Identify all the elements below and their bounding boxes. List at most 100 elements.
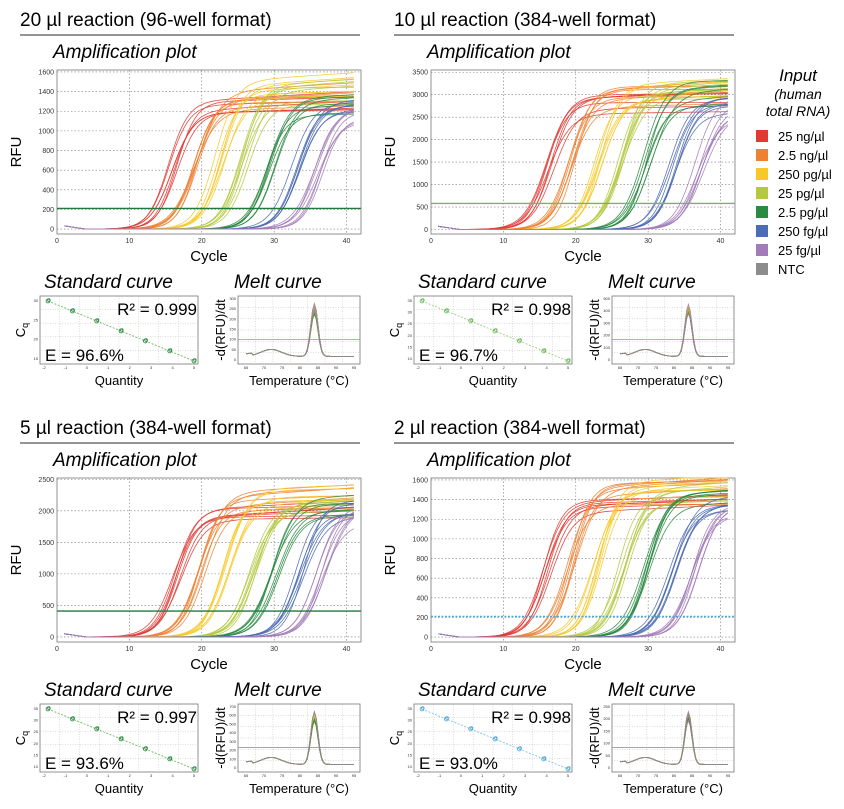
y-tick-label: 1600: [38, 69, 54, 76]
melt-y-tick: 300: [229, 296, 236, 301]
melt-curve: 65 70 75 80 85 90 95 250 200 150 100 50 0 Temperature…: [587, 703, 735, 796]
y-tick-label: 0: [424, 227, 428, 234]
std-x-tick: -2: [42, 773, 46, 778]
panel-title: 20 µl reaction (96-well format): [20, 10, 272, 31]
melt-x-label: Temperature (°C): [623, 781, 723, 796]
y-tick-label: 800: [42, 148, 54, 155]
y-tick-label: 600: [416, 576, 428, 583]
panel-1: 20 µl reaction (96-well format) Amplifica…: [8, 10, 362, 388]
amplification-curve: [438, 124, 729, 230]
melt-x-tick: 65: [244, 365, 249, 370]
std-point: [494, 328, 498, 332]
melt-y-tick: 600: [229, 713, 236, 718]
panel-title: 10 µl reaction (384-well format): [394, 10, 656, 31]
melt-x-tick: 95: [726, 365, 731, 370]
std-x-tick: 3: [524, 365, 527, 370]
x-axis-label: Cycle: [564, 248, 602, 265]
std-x-label: Quantity: [469, 781, 518, 796]
standard-curve-title: Standard curve: [418, 680, 547, 701]
melt-y-tick: 200: [229, 748, 236, 753]
x-tick-label: 10: [125, 646, 133, 653]
std-x-tick: -1: [64, 365, 68, 370]
std-point: [421, 706, 425, 710]
x-axis-label: Cycle: [190, 248, 228, 265]
std-x-tick: -2: [416, 365, 420, 370]
melt-y-tick: 150: [603, 728, 610, 733]
melt-curve: 65 70 75 80 85 90 95 700 600 500 400 300 200 100 0 Temp…: [213, 703, 361, 796]
legend-item-label: 25 fg/µl: [778, 243, 821, 258]
std-y-label-sub: q: [394, 731, 404, 736]
melt-y-tick: 150: [229, 327, 236, 332]
legend-item-label: 2.5 pg/µl: [778, 205, 828, 220]
std-point: [168, 756, 173, 760]
std-point: [445, 716, 449, 720]
y-tick-label: 1400: [412, 497, 428, 504]
std-point: [542, 348, 547, 352]
melt-y-tick: 100: [229, 756, 236, 761]
x-tick-label: 40: [717, 238, 725, 245]
melt-y-label: -d(RFU)/dt: [213, 707, 228, 769]
std-point: [120, 736, 124, 740]
melt-y-tick: 50: [606, 753, 611, 758]
melt-trace: [619, 311, 728, 357]
std-x-tick: 0: [86, 365, 89, 370]
std-y-tick: 35: [408, 298, 413, 303]
std-point: [144, 746, 148, 750]
y-tick-label: 1000: [38, 571, 54, 578]
std-x-tick: 1: [481, 365, 484, 370]
amplification-curve: [64, 123, 354, 230]
melt-x-tick: 85: [690, 773, 695, 778]
melt-y-tick: 200: [603, 333, 610, 338]
std-point: [95, 318, 100, 322]
amplification-title: Amplification plot: [52, 450, 197, 471]
std-y-label-main: C: [387, 328, 402, 337]
std-y-tick: 15: [408, 752, 413, 757]
std-x-tick: 1: [107, 773, 110, 778]
y-tick-label: 3000: [412, 92, 428, 99]
melt-y-label: -d(RFU)/dt: [213, 299, 228, 361]
y-tick-label: 1200: [38, 109, 54, 116]
std-point: [47, 298, 51, 302]
std-r2: R² = 0.997: [117, 708, 197, 727]
y-axis-label: RFU: [382, 545, 399, 576]
melt-curve: 65 70 75 80 85 90 95 500 400 300 200 100 0 Temperatur…: [587, 295, 735, 388]
melt-y-tick: 200: [603, 716, 610, 721]
y-tick-label: 500: [416, 205, 428, 212]
y-tick-label: 1500: [38, 540, 54, 547]
std-y-tick: 25: [34, 729, 39, 734]
y-tick-label: 0: [50, 634, 54, 641]
melt-x-tick: 70: [262, 773, 267, 778]
y-tick-label: 1400: [38, 89, 54, 96]
x-tick-label: 0: [55, 238, 59, 245]
x-tick-label: 30: [644, 238, 652, 245]
y-tick-label: 3500: [412, 70, 428, 77]
std-x-tick: -2: [416, 773, 420, 778]
melt-x-tick: 90: [334, 773, 339, 778]
std-y-tick: 10: [408, 356, 413, 361]
panel-title: 2 µl reaction (384-well format): [394, 418, 646, 439]
x-axis-label: Cycle: [190, 656, 228, 673]
std-efficiency: E = 96.7%: [419, 346, 498, 365]
y-tick-label: 200: [416, 615, 428, 622]
legend-subtitle-1: (human: [774, 86, 822, 102]
y-tick-label: 1200: [412, 517, 428, 524]
std-y-label-sub: q: [20, 731, 30, 736]
melt-y-tick: 200: [229, 316, 236, 321]
y-tick-label: 2500: [412, 115, 428, 122]
x-tick-label: 30: [270, 238, 278, 245]
legend-item-label: NTC: [778, 262, 805, 277]
amplification-plot: 0 10 20 30 4002004006008001000120014001600Cy…: [8, 69, 362, 265]
x-axis-label: Cycle: [564, 656, 602, 673]
melt-x-label: Temperature (°C): [249, 373, 349, 388]
melt-curve-title: Melt curve: [234, 680, 322, 701]
standard-curve: -2 -1 0 1 2 3 4 5 30 25 20 15 R² = 0.999 E = 96.6% Qua…: [13, 295, 199, 388]
std-point: [542, 756, 547, 760]
std-x-tick: 5: [193, 773, 196, 778]
std-point: [421, 298, 425, 302]
y-tick-label: 600: [42, 168, 54, 175]
melt-trace: [245, 710, 354, 765]
std-y-tick: 35: [34, 706, 39, 711]
y-axis-label: RFU: [8, 137, 25, 168]
y-axis-label: RFU: [382, 137, 399, 168]
x-tick-label: 10: [125, 238, 133, 245]
